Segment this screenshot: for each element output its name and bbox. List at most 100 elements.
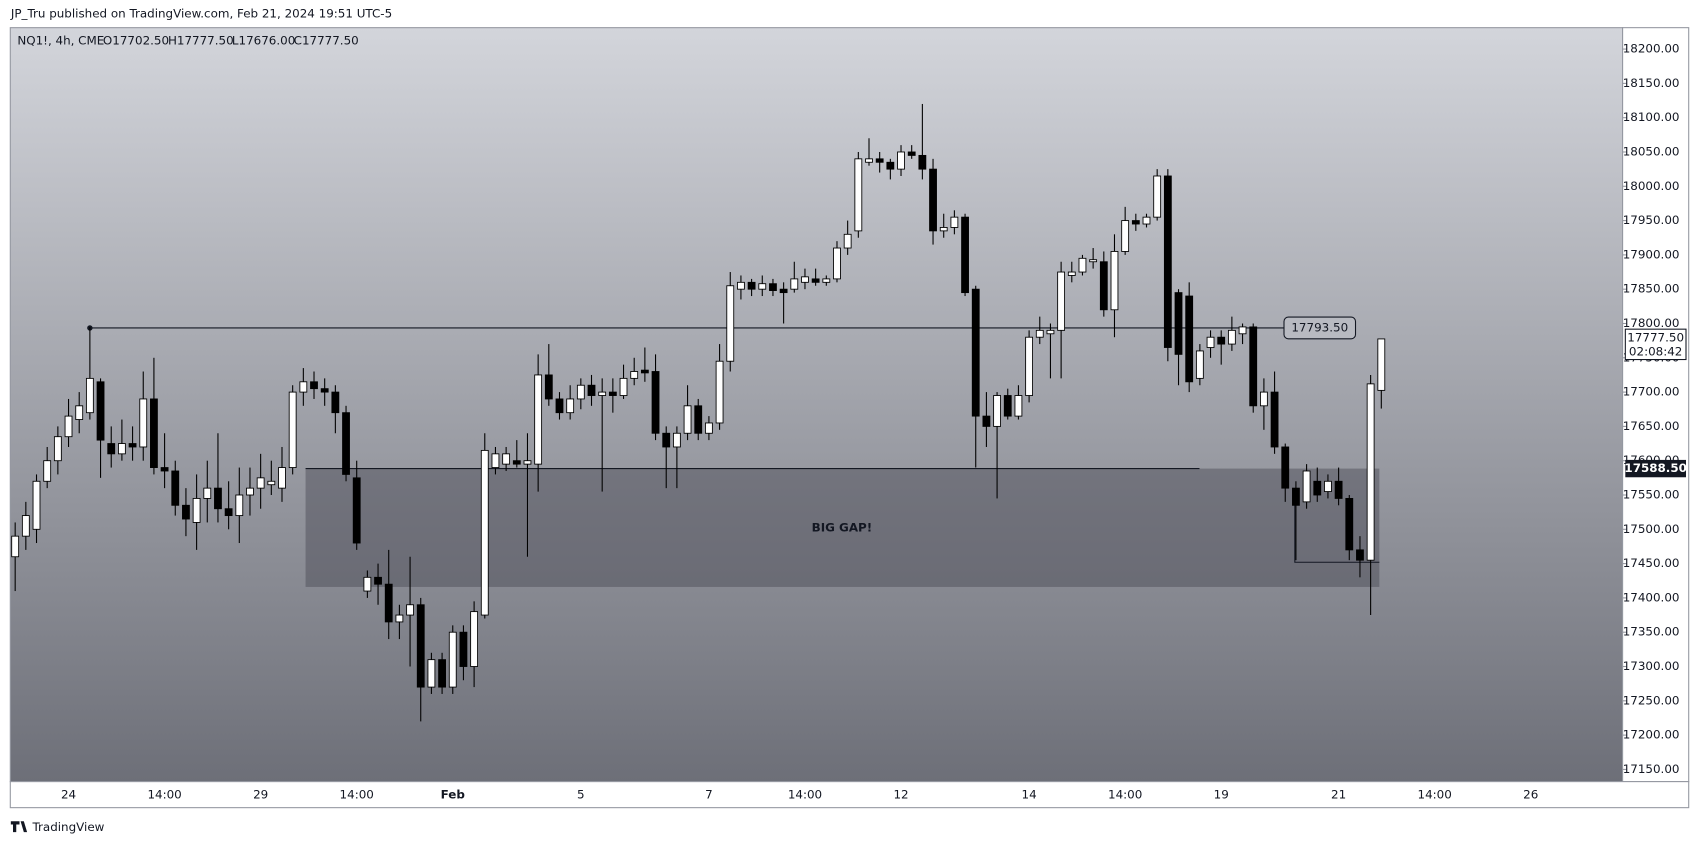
candle-body [587,384,596,396]
countdown: 02:08:42 [1629,344,1682,358]
price-axis [1622,27,1690,783]
y-tick-label: 17350.00 [1623,625,1680,639]
ohlc-open: O17702.50 [103,34,169,48]
candle-body [566,398,575,414]
candle-body [1121,220,1130,252]
candle-body [160,467,169,472]
candle-body [1057,271,1066,331]
x-tick-label: 26 [1523,788,1538,802]
candle-body [897,151,905,170]
candle-body [1078,257,1087,273]
candle-body [779,288,788,294]
candle-body [1142,216,1151,225]
candle-body [75,405,84,420]
candle-body [150,398,158,468]
candle-body [438,659,446,688]
candle-body [470,611,479,667]
candle-body [769,283,777,291]
y-tick-label: 17500.00 [1623,522,1680,536]
candle-body [1174,292,1183,355]
y-tick-label: 18150.00 [1623,76,1680,90]
candle-body [705,422,713,434]
x-tick-label: 12 [893,788,908,802]
candle-body [214,487,222,510]
candle-body [512,460,521,465]
candle-body [11,535,20,558]
y-tick-label: 17250.00 [1623,693,1680,707]
candle-body [1356,549,1364,561]
candle-body [1089,259,1098,263]
y-tick-label: 17900.00 [1623,247,1680,261]
candle-body [651,371,660,434]
candle-body [1260,391,1268,407]
x-tick-label: 14 [1022,788,1037,802]
candle-body [203,487,212,499]
candle-body [1227,329,1236,345]
candle-body [801,276,809,283]
candle-body [1014,395,1023,417]
y-tick-label: 17300.00 [1623,659,1680,673]
candle-body [1035,329,1044,338]
candle-body [694,405,703,434]
candle-body [843,233,852,249]
candle-body [299,381,308,393]
y-tick-label: 17200.00 [1623,728,1680,742]
x-tick-label: 24 [61,788,76,802]
candle-body [1270,391,1279,448]
candle-body [971,288,980,417]
candle-body [139,398,148,448]
candle-body [737,281,745,290]
brand: TradingView [10,820,105,834]
candle-body [1195,350,1204,379]
candle-body [53,436,62,462]
candle-body [790,278,799,290]
candle-body [224,508,233,517]
x-tick-label: 19 [1214,788,1229,802]
candle-body [278,467,286,489]
candle-body [662,432,671,448]
y-tick-label: 17150.00 [1623,762,1680,776]
last-price-box [1624,328,1687,361]
candle-body [491,453,500,468]
ohlc-close: C17777.50 [294,34,359,48]
candle-body [608,391,617,396]
candle-body [598,391,607,396]
candle-body [523,460,532,465]
y-tick-label: 18200.00 [1623,42,1680,56]
candle-body [907,151,916,156]
candle-body [1185,295,1194,383]
level-label-box [1283,316,1357,340]
x-tick-label: 21 [1331,788,1346,802]
candle-body [448,631,457,688]
candle-body [427,659,436,688]
candle-body [1153,175,1162,218]
brand-logo [10,821,28,833]
candle-body [1249,326,1258,407]
candle-body [1110,251,1119,311]
candle-body [192,497,201,523]
level-label: 17793.50 [1291,320,1348,334]
candle-body [982,415,991,427]
candle-body [1163,175,1172,348]
x-tick-label: 5 [577,788,585,802]
y-tick-label: 17950.00 [1623,213,1680,227]
candle-body [363,576,372,592]
candle-body [833,247,841,280]
candle-body [929,168,937,232]
candle-body [374,576,382,585]
y-tick-label: 18000.00 [1623,179,1680,193]
candle-body [43,460,52,482]
candle-body [416,604,425,688]
candle-body [886,161,895,170]
candle-body [1131,220,1140,225]
candle-body [1377,338,1386,391]
candle-body [1238,326,1247,335]
candle-body [267,480,276,486]
symbol: NQ1!, 4h, CME [17,34,104,48]
published-note: JP_Tru published on TradingView.com, Feb… [10,7,392,21]
low-bracket [1294,505,1380,563]
candle-body [1302,470,1311,503]
y-tick-label: 17400.00 [1623,590,1680,604]
brand-name: TradingView [32,820,105,834]
